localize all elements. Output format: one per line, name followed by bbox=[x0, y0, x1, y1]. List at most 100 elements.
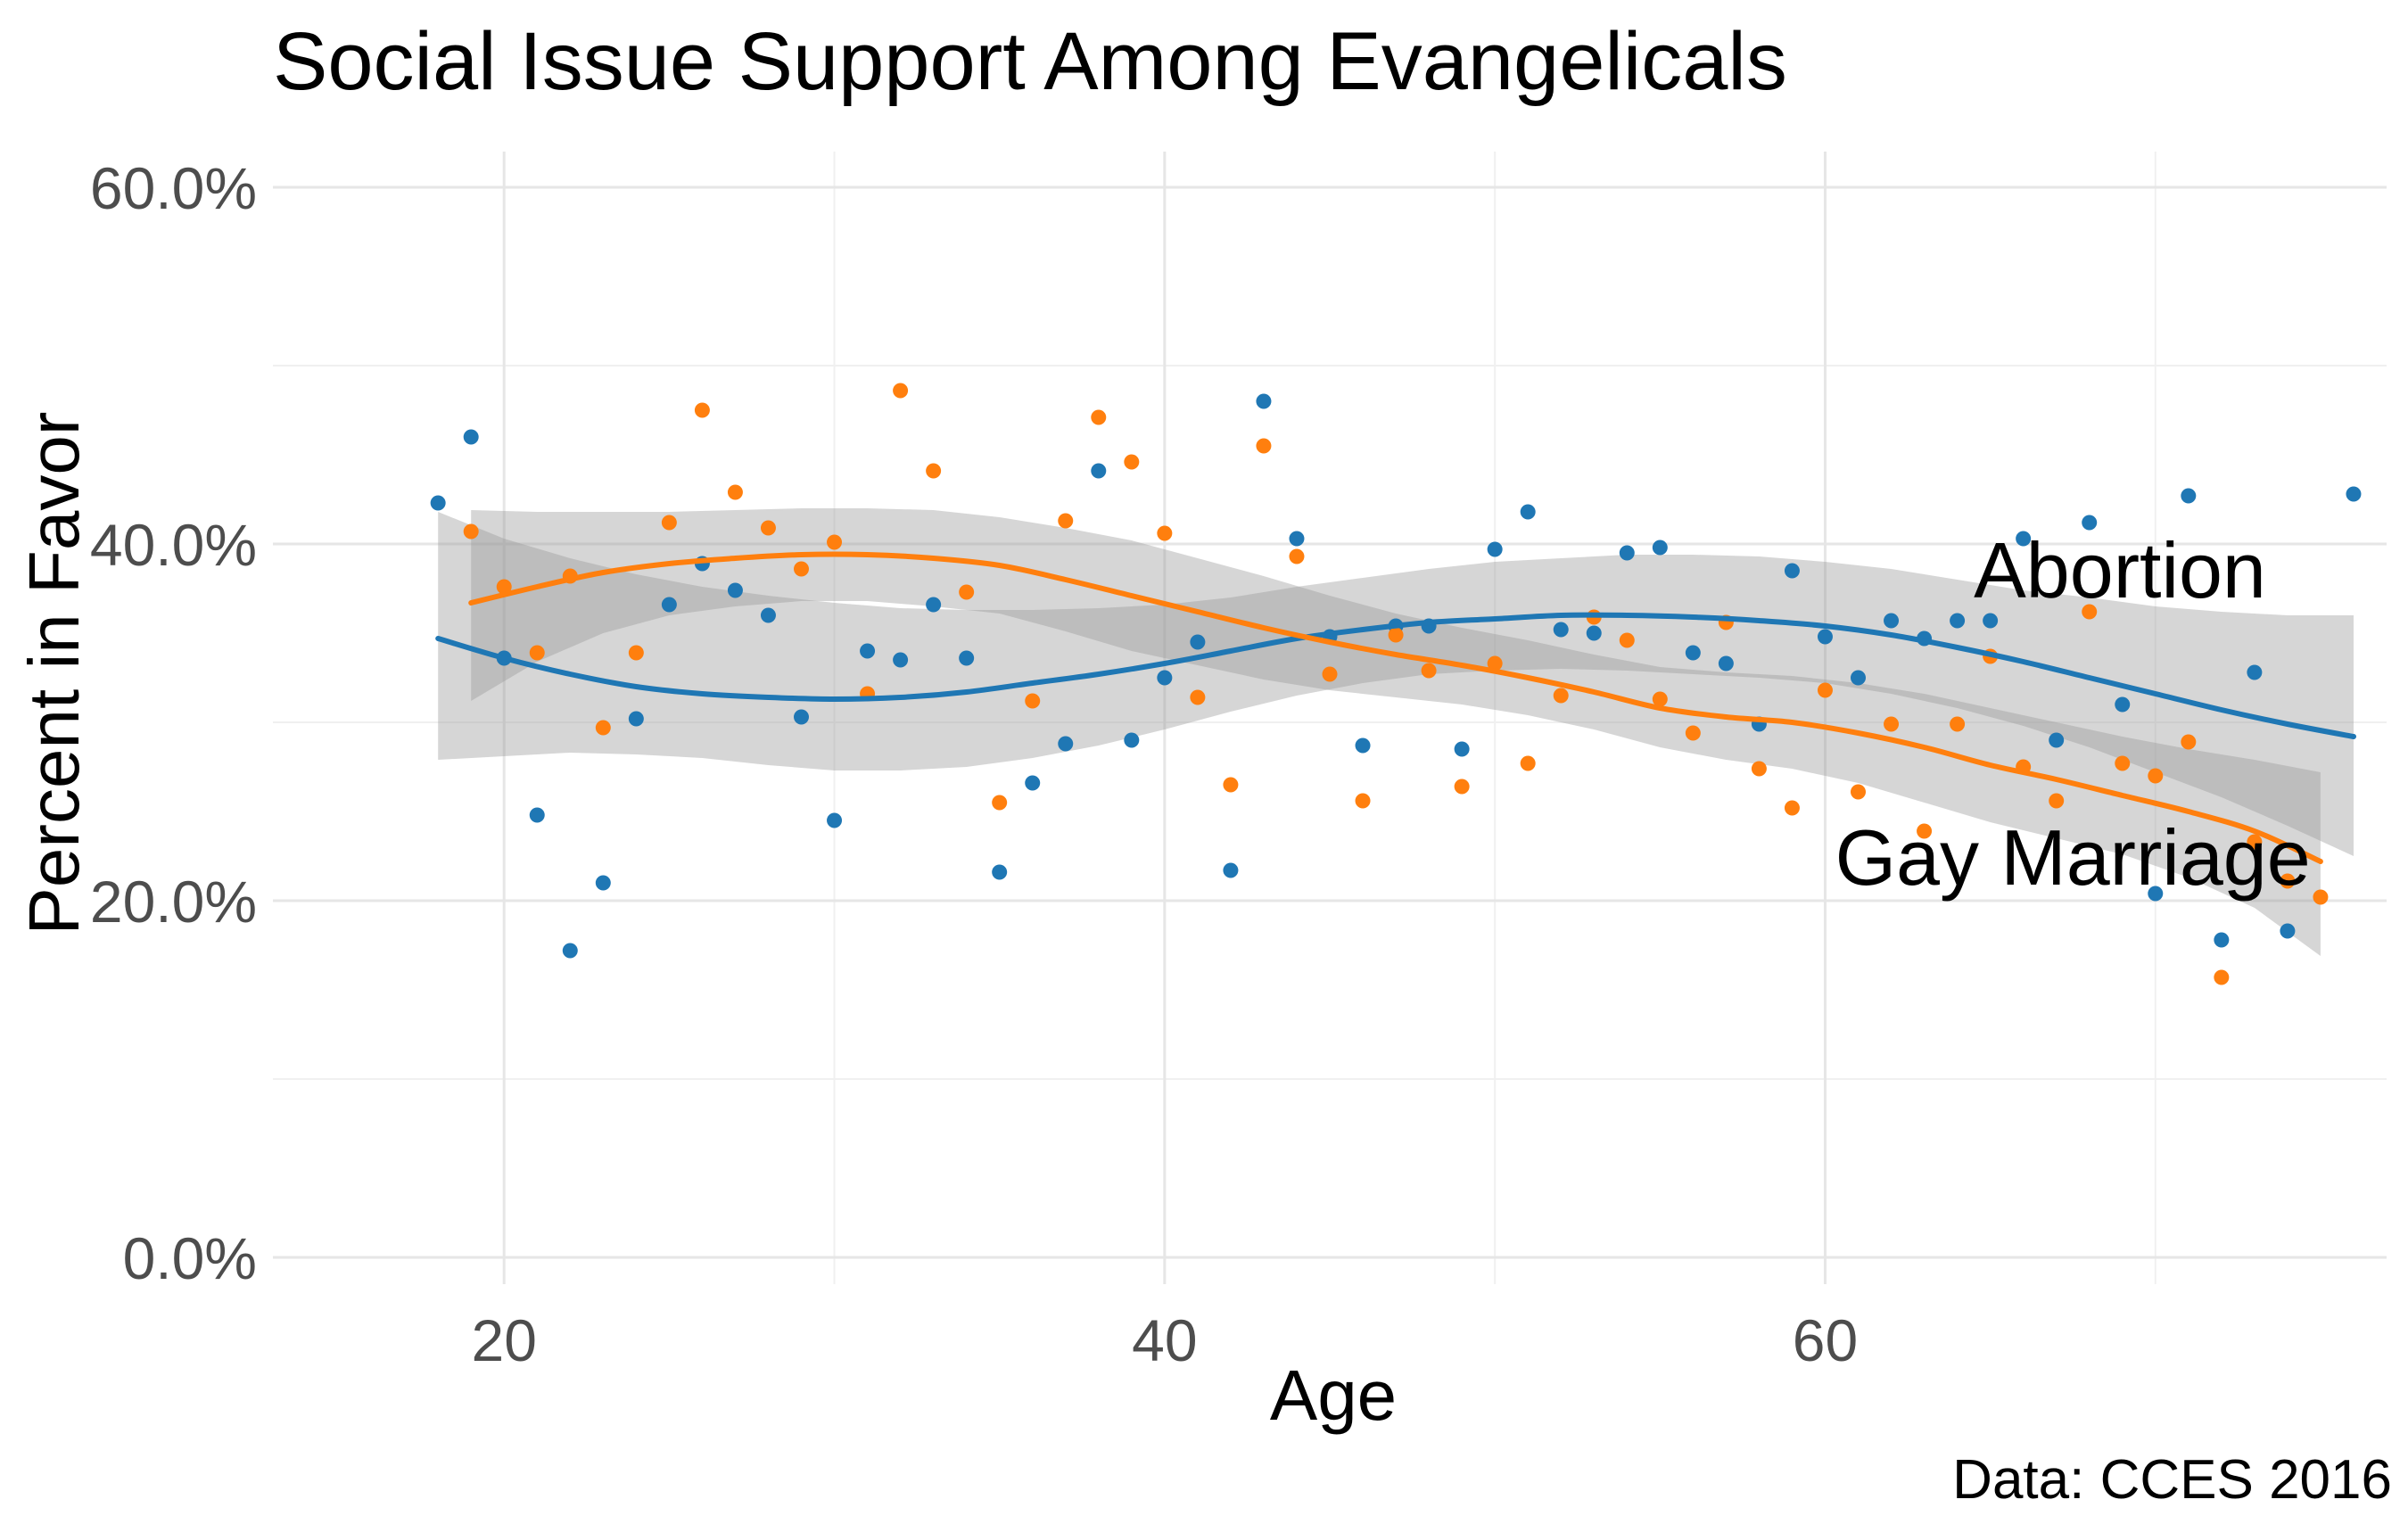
point-abortion bbox=[860, 644, 875, 659]
point-abortion bbox=[1554, 622, 1569, 638]
point-abortion bbox=[1785, 564, 1800, 579]
point-abortion bbox=[1025, 776, 1040, 791]
y-axis-label: Percent in Favor bbox=[14, 412, 94, 935]
point-gay-marriage bbox=[1455, 779, 1470, 795]
point-abortion bbox=[2247, 665, 2262, 680]
series-label-abortion: Abortion bbox=[1974, 526, 2266, 614]
point-gay-marriage bbox=[2115, 756, 2130, 771]
point-gay-marriage bbox=[1752, 762, 1767, 777]
point-abortion bbox=[1851, 671, 1866, 686]
y-tick-label: 20.0% bbox=[90, 869, 257, 935]
point-gay-marriage bbox=[1785, 801, 1800, 816]
point-abortion bbox=[1521, 505, 1536, 520]
x-tick-label: 60 bbox=[1793, 1307, 1858, 1373]
point-abortion bbox=[2049, 733, 2064, 748]
point-gay-marriage bbox=[728, 485, 743, 500]
caption: Data: CCES 2016 bbox=[1952, 1449, 2392, 1511]
point-abortion bbox=[1223, 863, 1238, 878]
point-gay-marriage bbox=[893, 383, 908, 399]
point-gay-marriage bbox=[827, 535, 842, 550]
y-tick-label: 40.0% bbox=[90, 512, 257, 578]
point-abortion bbox=[1686, 646, 1701, 661]
point-abortion bbox=[1620, 546, 1635, 561]
point-gay-marriage bbox=[1620, 633, 1635, 648]
point-abortion bbox=[1455, 742, 1470, 757]
point-gay-marriage bbox=[1851, 785, 1866, 800]
point-gay-marriage bbox=[1422, 663, 1437, 679]
point-abortion bbox=[827, 813, 842, 828]
point-gay-marriage bbox=[530, 646, 545, 661]
point-gay-marriage bbox=[1884, 717, 1899, 732]
point-abortion bbox=[1356, 738, 1371, 754]
point-abortion bbox=[926, 597, 941, 613]
point-abortion bbox=[959, 651, 974, 666]
point-abortion bbox=[2346, 487, 2361, 502]
point-gay-marriage bbox=[1124, 455, 1139, 470]
point-abortion bbox=[1058, 737, 1073, 752]
point-abortion bbox=[431, 496, 446, 511]
point-gay-marriage bbox=[1223, 778, 1238, 793]
x-tick-label: 20 bbox=[472, 1307, 537, 1373]
x-tick-label: 40 bbox=[1132, 1307, 1197, 1373]
point-abortion bbox=[893, 653, 908, 668]
point-gay-marriage bbox=[1025, 694, 1040, 709]
point-gay-marriage bbox=[1323, 667, 1338, 682]
point-gay-marriage bbox=[1091, 410, 1106, 425]
point-abortion bbox=[1256, 394, 1271, 409]
point-gay-marriage bbox=[1058, 514, 1073, 529]
series-label-gay-marriage: Gay Marriage bbox=[1835, 813, 2311, 902]
point-abortion bbox=[1884, 614, 1899, 629]
point-abortion bbox=[2181, 489, 2196, 504]
point-abortion bbox=[530, 808, 545, 823]
point-abortion bbox=[1124, 733, 1139, 748]
point-gay-marriage bbox=[464, 524, 479, 540]
point-abortion bbox=[1190, 635, 1205, 650]
point-gay-marriage bbox=[2214, 970, 2229, 985]
point-abortion bbox=[1289, 531, 1304, 547]
point-abortion bbox=[1719, 656, 1734, 671]
point-abortion bbox=[1587, 626, 1602, 641]
point-gay-marriage bbox=[926, 464, 941, 479]
point-abortion bbox=[2115, 697, 2130, 713]
point-abortion bbox=[1653, 540, 1668, 556]
point-gay-marriage bbox=[695, 403, 710, 418]
x-axis-label: Age bbox=[1270, 1355, 1397, 1435]
point-gay-marriage bbox=[1686, 726, 1701, 741]
point-abortion bbox=[1488, 542, 1503, 557]
point-abortion bbox=[1091, 464, 1106, 479]
point-gay-marriage bbox=[1356, 794, 1371, 809]
point-gay-marriage bbox=[794, 562, 809, 577]
point-gay-marriage bbox=[2049, 794, 2064, 809]
point-gay-marriage bbox=[1554, 688, 1569, 704]
point-gay-marriage bbox=[1389, 628, 1404, 643]
point-gay-marriage bbox=[629, 646, 644, 661]
chart-title: Social Issue Support Among Evangelicals bbox=[273, 16, 1787, 107]
point-gay-marriage bbox=[2148, 769, 2163, 784]
point-gay-marriage bbox=[1521, 756, 1536, 771]
point-gay-marriage bbox=[761, 521, 776, 536]
point-gay-marriage bbox=[1190, 690, 1205, 705]
y-tick-label: 0.0% bbox=[123, 1225, 257, 1291]
point-gay-marriage bbox=[1950, 717, 1965, 732]
point-abortion bbox=[563, 943, 578, 959]
point-abortion bbox=[662, 597, 677, 613]
point-gay-marriage bbox=[1818, 683, 1833, 698]
point-abortion bbox=[596, 876, 611, 891]
point-gay-marriage bbox=[2181, 735, 2196, 750]
point-abortion bbox=[464, 430, 479, 445]
point-abortion bbox=[728, 583, 743, 598]
point-abortion bbox=[1950, 614, 1965, 629]
point-abortion bbox=[2214, 933, 2229, 948]
point-gay-marriage bbox=[1289, 549, 1304, 564]
point-abortion bbox=[761, 608, 776, 623]
point-abortion bbox=[2280, 924, 2295, 939]
point-abortion bbox=[794, 710, 809, 725]
point-abortion bbox=[1157, 671, 1172, 686]
point-gay-marriage bbox=[992, 795, 1007, 811]
point-abortion bbox=[992, 865, 1007, 880]
point-abortion bbox=[1818, 630, 1833, 645]
point-gay-marriage bbox=[1256, 439, 1271, 454]
point-gay-marriage bbox=[2313, 890, 2328, 905]
